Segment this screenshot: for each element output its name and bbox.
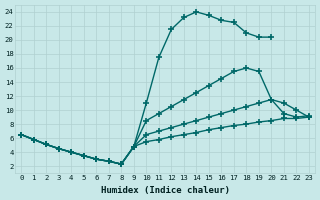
X-axis label: Humidex (Indice chaleur): Humidex (Indice chaleur) xyxy=(100,186,229,195)
